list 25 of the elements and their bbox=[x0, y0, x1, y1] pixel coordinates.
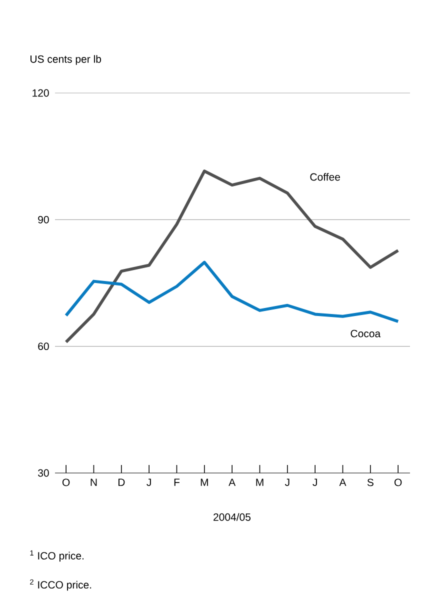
x-tick-label: D bbox=[118, 478, 125, 486]
x-tick-label: N bbox=[90, 478, 97, 486]
x-tick-label: S bbox=[367, 478, 374, 486]
x-tick-label: J bbox=[312, 478, 317, 486]
y-tick-label: 90 bbox=[38, 216, 49, 224]
text: Coffee bbox=[310, 173, 340, 181]
x-axis-title: 2004/05 bbox=[214, 513, 251, 521]
series-label: Cocoa bbox=[350, 330, 381, 338]
x-tick-label: O bbox=[394, 478, 402, 486]
line-series bbox=[64, 170, 400, 344]
x-tick-label: J bbox=[146, 478, 151, 486]
text: $^{2}$ ICCO price. bbox=[30, 579, 92, 591]
y-tick-label: 120 bbox=[32, 89, 49, 97]
x-tick-label: O bbox=[62, 478, 70, 486]
x-tick-label: F bbox=[174, 478, 180, 486]
y-tick-label: 30 bbox=[38, 469, 49, 477]
x-tick-label: A bbox=[339, 478, 346, 486]
line-series bbox=[64, 260, 400, 323]
x-tick-label: J bbox=[284, 478, 290, 486]
text: $^{1}$ ICO price. bbox=[30, 550, 84, 562]
y-axis-title: US cents per lb bbox=[30, 55, 102, 65]
y-tick-label: 60 bbox=[38, 342, 49, 350]
x-tick-label: M bbox=[200, 478, 208, 486]
x-tick-label: A bbox=[228, 478, 236, 486]
x-tick-label: M bbox=[256, 478, 264, 486]
